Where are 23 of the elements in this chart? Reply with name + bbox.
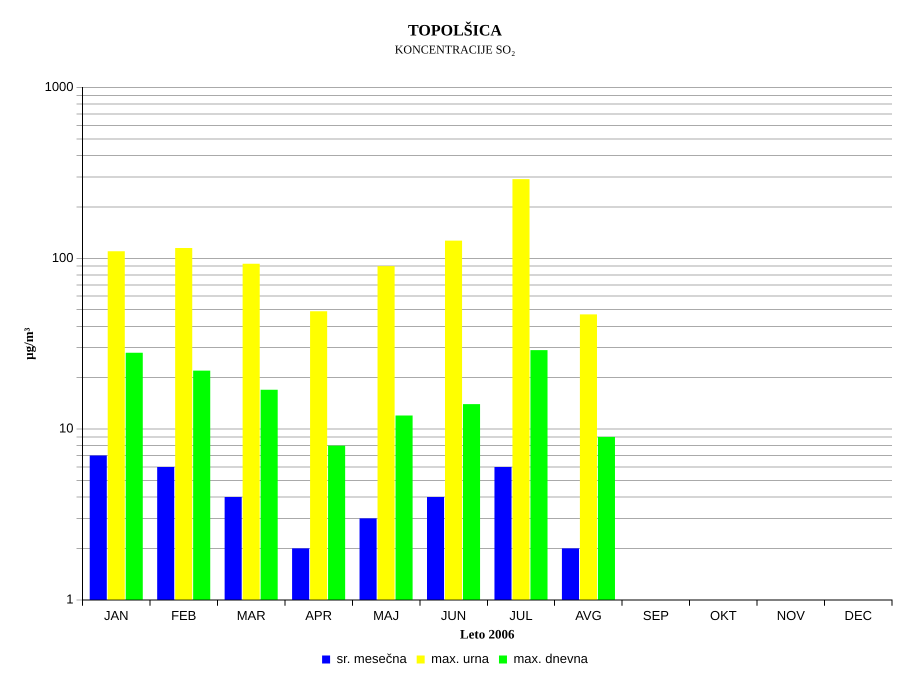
legend-label: max. dnevna: [513, 651, 589, 666]
y-tick-label: 1000: [44, 79, 74, 94]
x-tick-label: JUL: [509, 608, 533, 624]
y-tick-label: 1: [66, 591, 74, 606]
x-tick-label: AVG: [575, 608, 602, 624]
x-axis-title: Leto 2006: [460, 626, 516, 642]
x-tick-label: DEC: [844, 608, 872, 624]
y-tick-label: 100: [52, 250, 74, 265]
x-tick-label: APR: [305, 608, 332, 624]
legend-label: sr. mesečna: [336, 651, 408, 666]
x-tick-label: JUN: [440, 608, 466, 624]
chart-title: TOPOLŠICA: [408, 22, 502, 40]
x-tick-label: MAJ: [373, 608, 400, 624]
x-tick-label: OKT: [710, 608, 737, 624]
chart-subtitle: KONCENTRACIJE SO₂: [394, 42, 516, 57]
legend-label: max. urna: [431, 651, 490, 666]
x-tick-label: JAN: [104, 608, 129, 624]
x-tick-label: FEB: [171, 608, 196, 624]
x-tick-label: MAR: [236, 608, 266, 624]
y-tick-label: 10: [59, 420, 74, 436]
x-tick-label: SEP: [642, 608, 669, 624]
y-axis-title: µg/m³: [21, 327, 36, 360]
x-tick-label: NOV: [776, 608, 806, 624]
